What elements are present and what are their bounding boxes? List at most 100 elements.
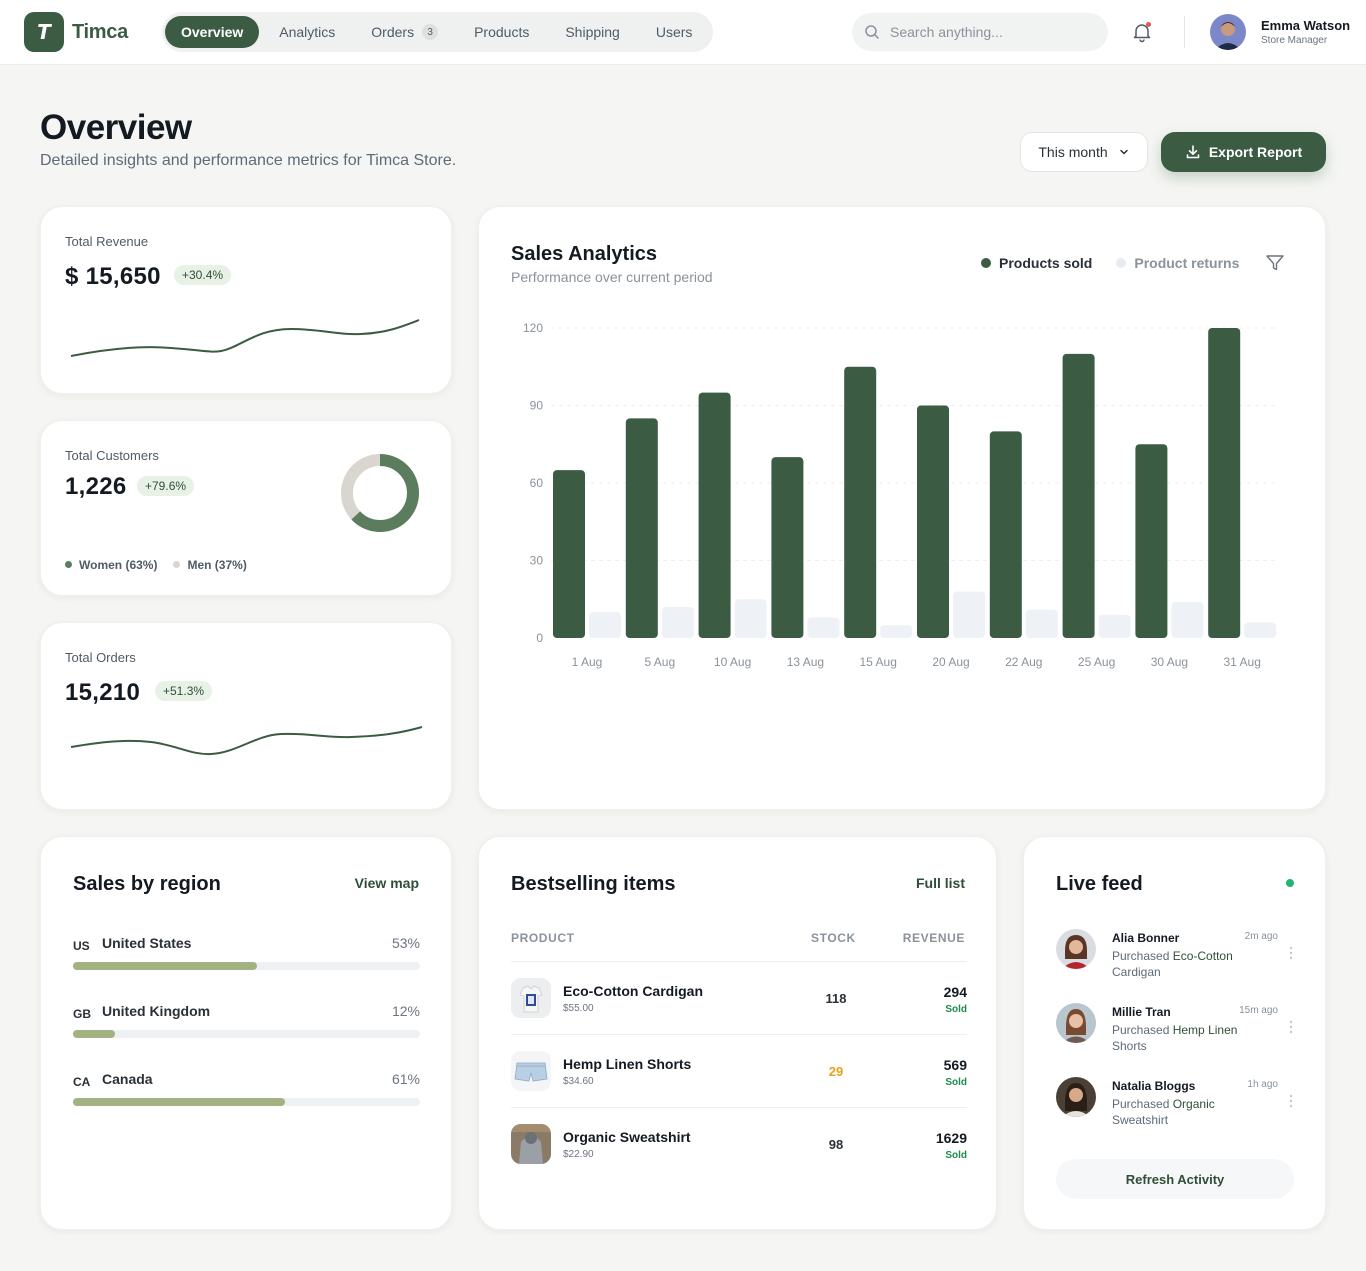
- nav-label: Shipping: [565, 24, 620, 40]
- page-subtitle: Detailed insights and performance metric…: [40, 152, 457, 169]
- column-header-revenue: REVENUE: [902, 931, 965, 945]
- region-row[interactable]: US United States 53%: [73, 935, 420, 975]
- chart-title: Sales Analytics: [511, 243, 658, 265]
- region-row[interactable]: CA Canada 61%: [73, 1071, 420, 1111]
- refresh-activity-button[interactable]: Refresh Activity: [1056, 1159, 1294, 1199]
- nav-label: Users: [655, 24, 693, 40]
- full-list-link[interactable]: Full list: [916, 875, 965, 891]
- notification-dot: [1146, 22, 1151, 27]
- bar-product-returns: [661, 607, 694, 638]
- user-role: Store Manager: [1261, 35, 1328, 46]
- bar-products-sold: [917, 405, 949, 638]
- export-label: Export Report: [1208, 144, 1303, 160]
- bar-products-sold: [698, 392, 731, 638]
- nav-users[interactable]: Users: [640, 16, 709, 48]
- product-revenue: 294: [943, 984, 967, 1000]
- period-dropdown[interactable]: This month: [1020, 132, 1148, 172]
- filter-icon[interactable]: [1265, 253, 1285, 273]
- logo[interactable]: T Timca: [24, 12, 128, 52]
- change-badge: +51.3%: [155, 681, 213, 701]
- download-icon: [1186, 145, 1200, 159]
- region-percent: 53%: [391, 935, 420, 951]
- nav-orders[interactable]: Orders 3: [355, 16, 454, 48]
- feed-item[interactable]: Millie Tran 15m ago Purchased Hemp Linen…: [1056, 1003, 1294, 1067]
- legend-women: Women (63%): [65, 558, 157, 572]
- orders-sparkline: [70, 726, 423, 756]
- orders-card: Total Orders 15,210 +51.3%: [40, 622, 452, 810]
- nav-label: Overview: [181, 24, 244, 40]
- region-progress-track: [73, 962, 420, 970]
- stat-label: Total Customers: [65, 448, 159, 463]
- nav-overview[interactable]: Overview: [165, 16, 260, 48]
- region-percent: 61%: [391, 1071, 420, 1087]
- legend-product-returns[interactable]: Product returns: [1116, 255, 1239, 271]
- bar-products-sold: [1135, 444, 1168, 638]
- nav-shipping[interactable]: Shipping: [549, 16, 636, 48]
- product-revenue: 569: [943, 1057, 967, 1073]
- legend-products-sold[interactable]: Products sold: [981, 255, 1092, 271]
- product-stock: 98: [828, 1137, 844, 1152]
- bar-product-returns: [1244, 622, 1277, 638]
- search-icon: [865, 25, 879, 39]
- more-icon[interactable]: [1288, 1093, 1294, 1109]
- table-row[interactable]: Organic Sweatshirt $22.90 98 1629 Sold: [511, 1107, 967, 1180]
- product-stock: 118: [825, 991, 847, 1006]
- legend-label: Product returns: [1134, 255, 1240, 271]
- more-icon[interactable]: [1288, 1019, 1294, 1035]
- region-progress-track: [73, 1098, 420, 1106]
- legend-label: Women (63%): [79, 558, 158, 572]
- product-stock: 29: [828, 1064, 844, 1079]
- bar-products-sold: [1062, 353, 1095, 638]
- product-thumbnail: [511, 1051, 551, 1091]
- logo-mark: T: [24, 12, 64, 52]
- sold-label: Sold: [945, 1150, 967, 1161]
- y-tick-label: 120: [523, 321, 543, 335]
- y-tick-label: 90: [530, 399, 544, 413]
- user-name: Emma Watson: [1261, 18, 1351, 33]
- top-bar: T Timca Overview Analytics Orders 3 Produ…: [0, 0, 1366, 65]
- legend-men: Men (37%): [173, 558, 247, 572]
- legend-label: Products sold: [999, 255, 1093, 271]
- export-report-button[interactable]: Export Report: [1161, 132, 1326, 172]
- search-box[interactable]: [852, 13, 1108, 51]
- nav-products[interactable]: Products: [458, 16, 545, 48]
- x-tick-label: 15 Aug: [860, 655, 897, 669]
- feed-item[interactable]: Natalia Bloggs 1h ago Purchased Organic …: [1056, 1077, 1294, 1141]
- search-input[interactable]: [890, 24, 1090, 40]
- bar-product-returns: [589, 612, 621, 638]
- change-badge: +79.6%: [137, 476, 195, 496]
- region-progress-fill: [73, 1098, 285, 1106]
- product-thumbnail: [511, 978, 551, 1018]
- user-avatar[interactable]: [1210, 14, 1246, 50]
- nav-label: Products: [474, 24, 530, 40]
- revenue-card: Total Revenue $ 15,650 +30.4%: [40, 206, 452, 394]
- feed-item[interactable]: Alia Bonner 2m ago Purchased Eco-Cotton …: [1056, 929, 1294, 993]
- stat-label: Total Revenue: [65, 234, 149, 249]
- bar-product-returns: [953, 591, 985, 638]
- product-price: $55.00: [563, 1003, 594, 1014]
- country-name: United States: [102, 935, 192, 951]
- women-segment: [341, 454, 419, 532]
- bar-product-returns: [807, 617, 840, 638]
- live-feed-card: Live feed Alia Bonner 2m ago Purchased E…: [1023, 836, 1326, 1230]
- view-map-link[interactable]: View map: [354, 875, 419, 891]
- x-tick-label: 10 Aug: [714, 655, 751, 669]
- product-price: $22.90: [563, 1149, 594, 1160]
- stat-label: Total Orders: [65, 650, 136, 665]
- x-tick-label: 31 Aug: [1224, 655, 1261, 669]
- nav-analytics[interactable]: Analytics: [263, 16, 351, 48]
- bestselling-card: Bestselling items Full list PRODUCT STOC…: [478, 836, 997, 1230]
- x-tick-label: 22 Aug: [1005, 655, 1042, 669]
- table-row[interactable]: Eco-Cotton Cardigan $55.00 118 294 Sold: [511, 961, 967, 1034]
- table-row[interactable]: Hemp Linen Shorts $34.60 29 569 Sold: [511, 1034, 967, 1107]
- notifications-button[interactable]: [1130, 20, 1154, 44]
- more-icon[interactable]: [1288, 945, 1294, 961]
- orders-count-badge: 3: [422, 24, 439, 40]
- region-row[interactable]: GB United Kingdom 12%: [73, 1003, 420, 1043]
- section-title: Bestselling items: [511, 873, 676, 895]
- chart-legend: Products sold Product returns: [981, 255, 1239, 271]
- sold-label: Sold: [945, 1004, 967, 1015]
- chevron-down-icon: [1119, 149, 1128, 155]
- y-tick-label: 0: [536, 631, 543, 645]
- bar-products-sold: [1208, 328, 1241, 638]
